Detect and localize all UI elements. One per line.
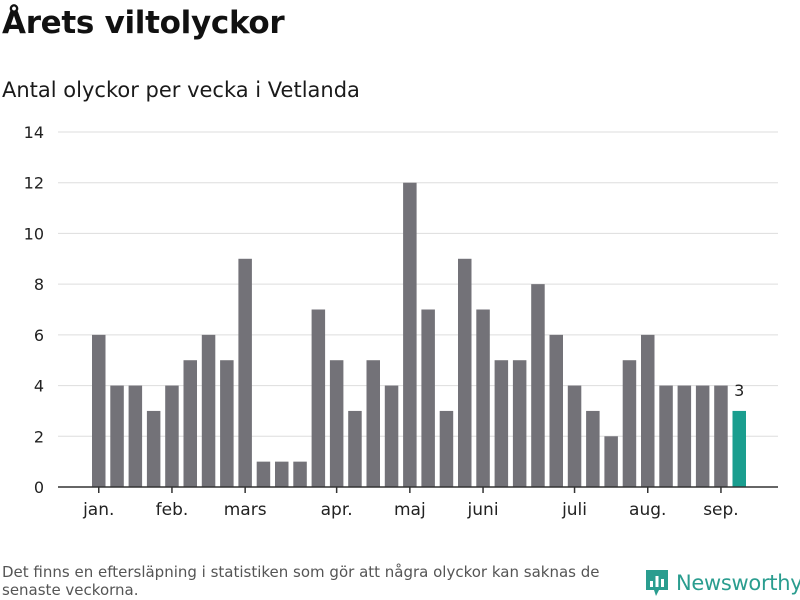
bar [677, 385, 692, 487]
bar [165, 385, 179, 487]
bar [293, 461, 307, 487]
x-tick-label: jan. [82, 500, 114, 520]
x-tick-label: juli [561, 500, 587, 520]
x-tick-label: aug. [629, 500, 666, 520]
x-tick-label: maj [394, 500, 426, 520]
bar [366, 360, 380, 487]
bar [586, 410, 600, 487]
bar [549, 334, 563, 487]
chart-title: Årets viltolyckor [2, 5, 285, 41]
y-tick-label: 0 [34, 478, 44, 497]
x-tick-label: sep. [703, 500, 739, 520]
bar [403, 182, 417, 487]
bar [512, 360, 527, 487]
y-tick-label: 12 [24, 174, 44, 193]
bar [659, 385, 673, 487]
bar [238, 258, 252, 487]
bar [275, 461, 289, 487]
bar [604, 436, 618, 487]
bar [494, 360, 509, 487]
y-tick-label: 10 [24, 224, 44, 243]
bar [458, 258, 472, 487]
bar [256, 461, 271, 487]
bar [476, 309, 490, 487]
y-tick-label: 14 [24, 123, 44, 142]
bar [183, 360, 197, 487]
y-tick-label: 4 [34, 377, 44, 396]
bar [329, 360, 344, 487]
bar [146, 410, 161, 487]
bar [695, 385, 710, 487]
bar [128, 385, 143, 487]
highlight-value-label: 3 [734, 381, 744, 400]
bar [201, 334, 216, 487]
y-tick-label: 2 [34, 427, 44, 446]
bar [311, 309, 326, 487]
bar [531, 284, 545, 487]
y-tick-label: 6 [34, 326, 44, 345]
highlighted-bar [732, 410, 746, 487]
bar [348, 410, 362, 487]
newsworthy-logo-icon [646, 570, 668, 596]
bar [567, 385, 582, 487]
bar [421, 309, 435, 487]
x-tick-label: apr. [321, 500, 353, 520]
bar [220, 360, 234, 487]
x-tick-label: mars [224, 500, 267, 520]
chart-subtitle: Antal olyckor per vecka i Vetlanda [2, 78, 360, 102]
bar [110, 385, 124, 487]
x-tick-label: feb. [156, 500, 189, 520]
bar [714, 385, 728, 487]
brand-name: Newsworthy [676, 571, 800, 595]
brand: Newsworthy [644, 568, 800, 598]
bar [641, 334, 655, 487]
bar [92, 334, 106, 487]
bar [622, 360, 637, 487]
x-tick-label: juni [467, 500, 499, 520]
footnote: Det finns en eftersläpning i statistiken… [2, 563, 600, 599]
y-tick-label: 8 [34, 275, 44, 294]
bar-chart: 0 2 4 6 8 10 12 14 3 jan. feb. mars apr. maj juni juli a… [24, 123, 778, 520]
bar [384, 385, 399, 487]
bar [439, 410, 454, 487]
